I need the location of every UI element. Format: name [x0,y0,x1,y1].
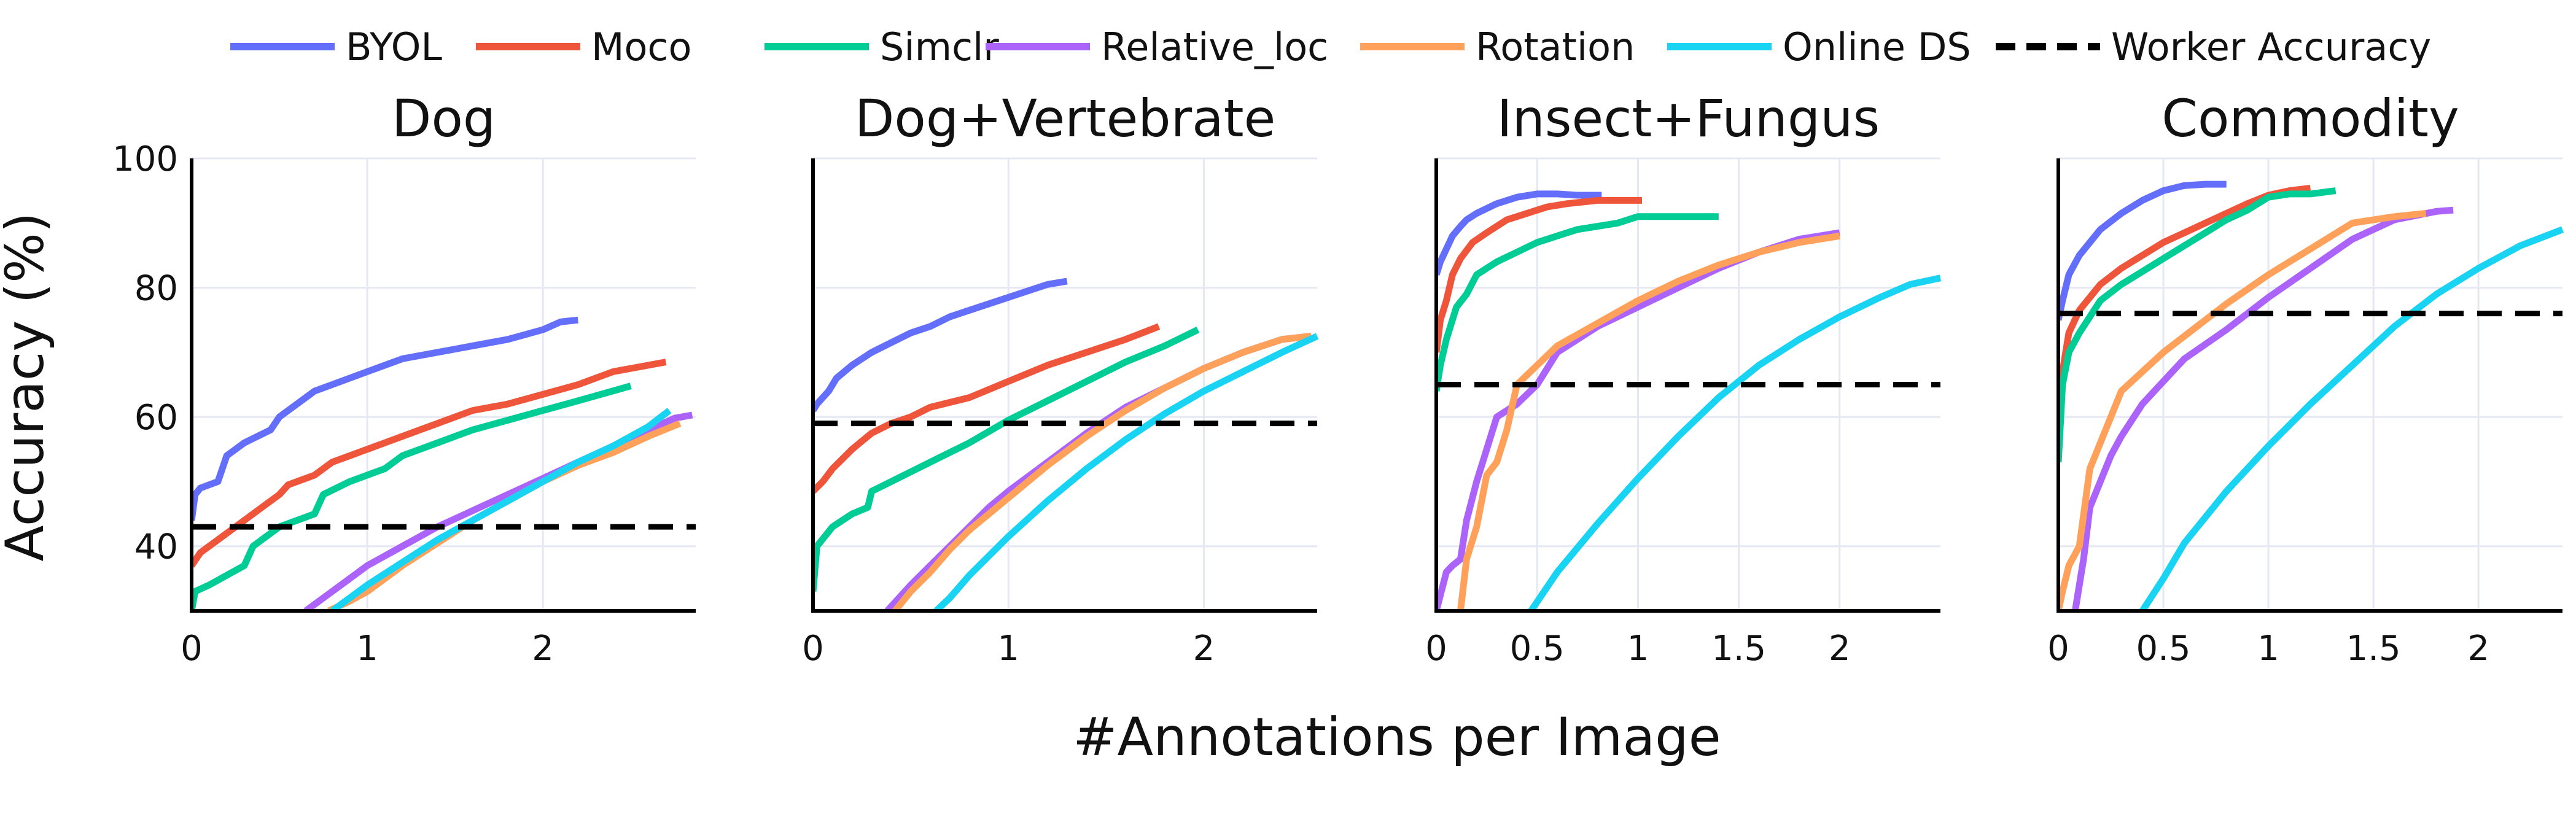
x-tick-label: 0.5 [1510,629,1565,669]
x-tick-label: 0 [2047,629,2069,669]
chart-panel-dog-vertebrate: Dog+Vertebrate 0 1 2 [802,88,1319,669]
legend-label: Simclr [880,25,999,69]
y-tick-label: 40 [134,527,178,567]
legend-item-byol: BYOL [230,25,442,69]
x-tick-label: 0.5 [2136,629,2191,669]
series-group [2058,180,2564,611]
series-line-moco [192,359,667,568]
legend-item-worker-accuracy: Worker Accuracy [1996,25,2431,69]
legend-label: Worker Accuracy [2111,25,2431,69]
y-tick-label: 80 [134,269,178,309]
legend-item-relative-loc: Relative_loc [986,25,1328,69]
series-line-simclr [813,327,1200,592]
series-line-byol [1436,190,1602,276]
chart-panel-insect-fungus: Insect+Fungus 0 0.5 1 1.5 2 [1425,88,1942,669]
x-tick-label: 1 [997,629,1019,669]
series-group [813,278,1319,611]
legend-label: Rotation [1476,25,1635,69]
chart-panel-dog: Dog 0 1 2 40 60 80 100 [112,88,696,669]
series-line-moco [1436,196,1642,353]
series-line-simclr [2058,187,2337,463]
series-line-simclr [1436,213,1719,392]
x-axis-label: #Annotations per Image [1073,707,1721,768]
series-line-simclr [192,382,632,611]
panel-title: Dog+Vertebrate [855,88,1276,149]
series-line-byol [192,316,578,521]
series-group [1436,190,1942,611]
series-group [192,316,693,611]
x-tick-label: 1.5 [1711,629,1766,669]
x-tick-label: 2 [1193,629,1215,669]
legend-label: Moco [591,25,691,69]
y-axis-label: Accuracy (%) [0,212,56,562]
series-line-online-ds [1528,274,1942,611]
x-tick-label: 0 [1425,629,1447,669]
series-line-moco [813,323,1161,494]
y-tick-label: 100 [112,139,178,179]
series-line-moco [2058,184,2311,398]
x-tick-label: 0 [802,629,824,669]
series-line-rotation [327,420,682,611]
x-tick-label: 2 [532,629,554,669]
series-line-byol [2058,180,2227,321]
x-tick-label: 0 [181,629,203,669]
series-line-rotation [892,333,1312,611]
legend-label: BYOL [346,25,442,69]
panel-title: Dog [392,88,496,149]
legend-item-simclr: Simclr [765,25,999,69]
x-tick-label: 1 [1627,629,1649,669]
y-tick-label: 60 [134,398,178,438]
legend-label: Online DS [1783,25,1971,69]
series-line-online-ds [2139,226,2564,611]
panel-title: Insect+Fungus [1497,88,1880,149]
x-tick-label: 1 [2257,629,2279,669]
panel-title: Commodity [2162,88,2459,149]
legend: BYOL Moco Simclr Relative_loc Rotation Online… [230,25,2431,69]
legend-item-online-ds: Online DS [1667,25,1971,69]
series-line-byol [813,278,1068,413]
x-tick-label: 2 [2467,629,2489,669]
series-line-rotation [1457,232,1840,611]
legend-label: Relative_loc [1101,25,1328,69]
legend-item-moco: Moco [476,25,691,69]
series-line-rotation [2058,210,2427,611]
x-tick-label: 2 [1829,629,1851,669]
series-line-online-ds [933,333,1319,611]
chart-panel-commodity: Commodity 0 0.5 1 1.5 2 [2047,88,2564,669]
x-tick-label: 1.5 [2346,629,2401,669]
series-line-relative-loc [2071,206,2454,611]
x-tick-label: 1 [356,629,378,669]
series-line-online-ds [330,408,672,611]
legend-item-rotation: Rotation [1360,25,1635,69]
